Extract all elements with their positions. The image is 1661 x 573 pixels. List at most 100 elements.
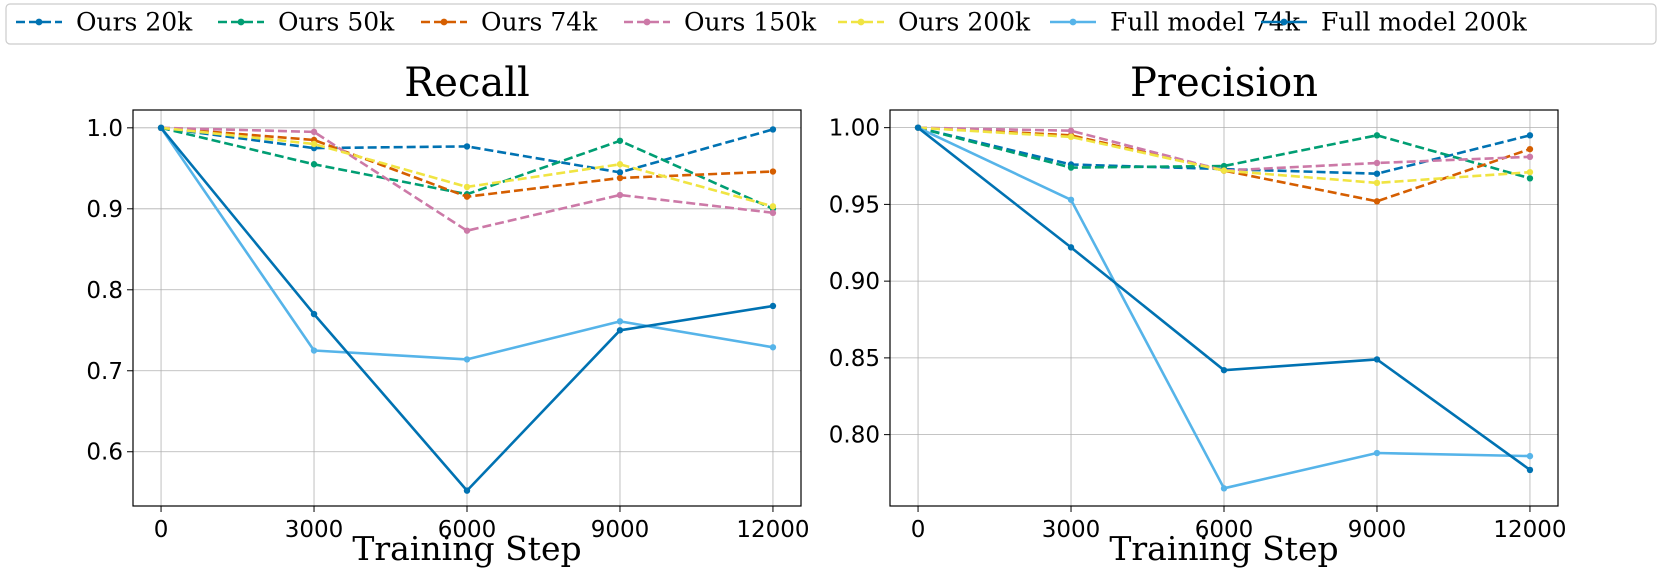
data-point — [1373, 449, 1381, 457]
x-tick-label: 0 — [911, 517, 926, 543]
data-point — [616, 137, 624, 144]
data-point — [1373, 198, 1381, 205]
series-line — [917, 126, 1531, 172]
x-tick-label: 12000 — [1493, 517, 1566, 543]
data-point — [769, 168, 777, 175]
recall-y-ticks: 0.6 0.7 0.8 0.9 1.0 — [86, 116, 133, 466]
data-point — [769, 126, 777, 133]
y-tick-label: 0.80 — [829, 423, 880, 449]
data-point — [310, 347, 318, 354]
data-point — [1067, 244, 1075, 251]
data-point — [1373, 159, 1381, 167]
data-point — [1526, 466, 1534, 474]
precision-series-full-model-200k — [914, 124, 1534, 474]
recall-panel: 0 3000 6000 9000 12000 0.6 0.7 0.8 0.9 1.0 Recal… — [86, 60, 809, 568]
legend-swatch-marker — [1280, 18, 1288, 26]
series-line — [917, 126, 1531, 180]
legend-label: Ours 50k — [278, 8, 395, 37]
recall-series-full-model-200k — [157, 124, 777, 494]
data-point — [463, 183, 471, 191]
recall-grid — [133, 110, 801, 506]
x-tick-label: 9000 — [1348, 517, 1407, 543]
x-tick-label: 3000 — [285, 517, 344, 543]
legend-item-ours-50k: Ours 50k — [218, 8, 395, 37]
data-point — [1067, 127, 1075, 134]
data-point — [1373, 170, 1381, 177]
legend-label: Ours 74k — [481, 8, 598, 37]
data-point — [1526, 145, 1534, 153]
x-tick-label: 9000 — [591, 517, 650, 543]
x-tick-label: 12000 — [736, 517, 809, 543]
precision-chart-title: Precision — [1130, 60, 1318, 106]
y-tick-label: 0.9 — [86, 197, 123, 223]
data-point — [1373, 132, 1381, 139]
precision-series-ours-200k — [914, 124, 1534, 187]
precision-x-ticks: 0 3000 6000 9000 12000 — [911, 506, 1567, 543]
y-tick-label: 0.7 — [86, 359, 123, 385]
data-point — [1220, 167, 1228, 174]
data-point — [914, 124, 922, 131]
precision-grid — [890, 110, 1558, 506]
data-point — [769, 209, 777, 217]
data-point — [310, 310, 318, 318]
data-point — [1220, 366, 1228, 374]
legend-item-ours-200k: Ours 200k — [838, 8, 1031, 37]
data-point — [310, 161, 318, 168]
recall-series-ours-200k — [157, 124, 777, 210]
legend-swatch-marker — [857, 18, 865, 26]
data-point — [769, 302, 777, 310]
recall-chart-title: Recall — [404, 60, 530, 106]
legend-swatch-marker — [35, 18, 43, 26]
data-point — [1526, 153, 1534, 161]
data-point — [463, 356, 471, 363]
data-point — [616, 169, 624, 176]
data-point — [616, 174, 624, 182]
precision-series — [914, 124, 1534, 492]
precision-panel: 0 3000 6000 9000 12000 0.800.850.900.951.00 … — [829, 60, 1567, 568]
recall-x-ticks: 0 3000 6000 9000 12000 — [154, 506, 810, 543]
data-point — [310, 140, 318, 148]
data-point — [1067, 196, 1075, 203]
legend-swatch-marker — [643, 18, 651, 26]
data-point — [616, 191, 624, 199]
data-point — [1526, 132, 1534, 139]
data-point — [1373, 356, 1381, 363]
data-point — [1526, 452, 1534, 460]
data-point — [1067, 164, 1075, 171]
data-point — [616, 161, 624, 168]
x-tick-label: 6000 — [438, 517, 497, 543]
legend-frame — [5, 3, 1657, 45]
y-tick-label: 0.85 — [829, 346, 880, 372]
legend-item-ours-150k: Ours 150k — [624, 8, 817, 37]
y-tick-label: 1.0 — [86, 116, 123, 142]
data-point — [769, 344, 777, 351]
recall-series — [157, 124, 777, 494]
data-point — [769, 203, 777, 210]
data-point — [463, 193, 471, 200]
recall-x-axis-label: Training Step — [352, 529, 581, 568]
legend-swatch-marker — [237, 18, 245, 26]
data-point — [310, 128, 318, 136]
x-tick-label: 3000 — [1042, 517, 1101, 543]
y-tick-label: 0.95 — [829, 192, 880, 218]
series-line — [917, 126, 1531, 185]
legend-label: Full model 200k — [1321, 8, 1528, 37]
legend-label: Ours 200k — [898, 8, 1031, 37]
legend-item-ours-74k: Ours 74k — [421, 8, 598, 37]
data-point — [157, 124, 165, 132]
legend-swatch-marker — [440, 18, 448, 26]
data-point — [463, 487, 471, 494]
data-point — [1220, 485, 1228, 492]
data-point — [616, 327, 624, 334]
data-point — [1067, 133, 1075, 141]
y-tick-label: 0.6 — [86, 440, 123, 466]
data-point — [463, 227, 471, 234]
legend-swatch-marker — [1069, 18, 1077, 26]
y-tick-label: 0.90 — [829, 269, 880, 295]
legend-item-ours-20k: Ours 20k — [16, 8, 193, 37]
precision-y-ticks: 0.80 0.85 0.90 0.95 1.00 — [829, 116, 890, 449]
legend-label: Ours 20k — [76, 8, 193, 37]
data-point — [463, 143, 471, 150]
precision-x-axis-label: Training Step — [1109, 529, 1338, 568]
